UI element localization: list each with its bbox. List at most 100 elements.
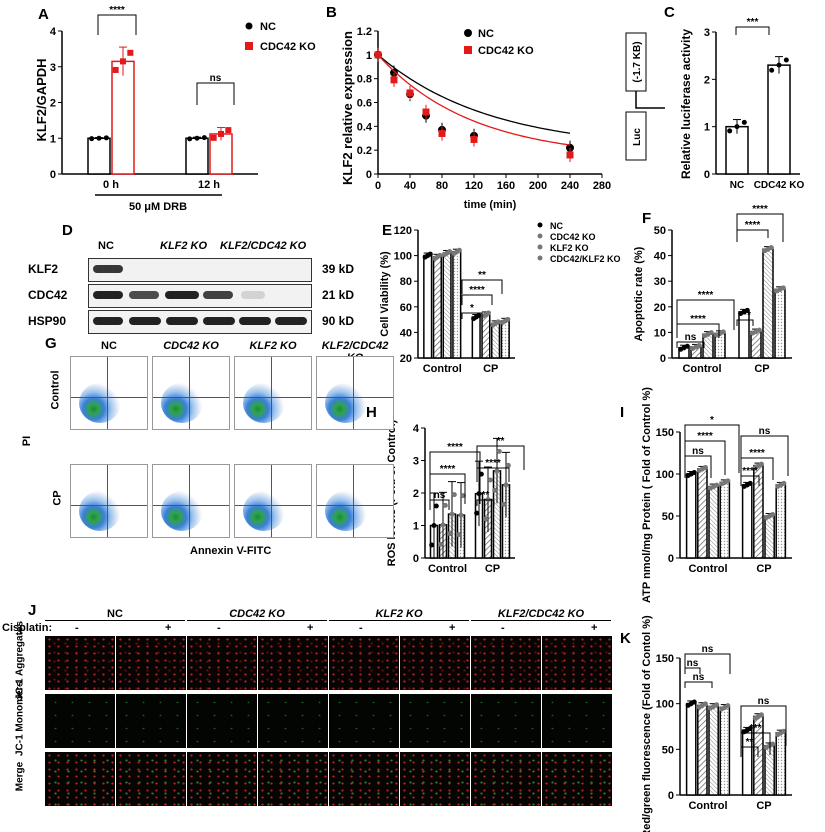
data-point bbox=[103, 135, 109, 141]
significance-label: **** bbox=[447, 442, 463, 453]
data-point bbox=[495, 319, 501, 325]
legend-marker bbox=[537, 222, 543, 228]
data-point bbox=[485, 310, 491, 316]
significance-label: **** bbox=[440, 464, 456, 475]
legend-marker-nc bbox=[245, 22, 253, 30]
jc1-image bbox=[45, 752, 115, 806]
y-tick-label: 3 bbox=[704, 27, 710, 39]
gate-vertical bbox=[353, 465, 354, 537]
data-point bbox=[747, 726, 753, 732]
significance-label: ** bbox=[497, 436, 505, 447]
data-point bbox=[225, 127, 232, 134]
y-tick-label: 0 bbox=[366, 169, 372, 181]
significance-bracket bbox=[676, 341, 705, 348]
legend-label-nc: NC bbox=[260, 21, 276, 33]
panel-label-c: C bbox=[664, 4, 675, 21]
data-point bbox=[476, 313, 482, 319]
y-tick-label: 10 bbox=[654, 327, 666, 339]
bar bbox=[452, 251, 462, 359]
cisplatin-sign: - bbox=[75, 622, 79, 634]
y-tick-label: 0 bbox=[660, 353, 666, 365]
panel-label-f: F bbox=[642, 210, 652, 227]
data-point bbox=[120, 58, 126, 65]
legend-marker bbox=[537, 233, 543, 239]
jc1-image bbox=[471, 752, 541, 806]
data-point bbox=[483, 516, 489, 522]
blot-klf2 bbox=[88, 258, 312, 282]
data-point bbox=[702, 701, 708, 707]
blot-label-cdc42: CDC42 bbox=[28, 288, 68, 302]
gate-horizontal bbox=[71, 505, 147, 506]
gate-vertical bbox=[271, 465, 272, 537]
panel-label-i: I bbox=[620, 404, 625, 421]
y-tick-label: 0 bbox=[668, 553, 674, 565]
significance-bracket bbox=[461, 279, 503, 294]
y-axis-label: Relative luciferase activity bbox=[679, 29, 693, 179]
cisplatin-sign: - bbox=[359, 622, 363, 634]
data-point bbox=[770, 741, 776, 747]
data-point bbox=[89, 136, 95, 142]
significance-label: ns bbox=[434, 490, 446, 501]
significance-bracket bbox=[735, 26, 770, 35]
data-point bbox=[781, 728, 787, 734]
x-tick-label: Control bbox=[428, 563, 467, 575]
significance-bracket bbox=[476, 445, 525, 470]
panel-label-h: H bbox=[366, 404, 377, 421]
blot-size-hsp90: 90 kD bbox=[322, 314, 355, 328]
bar bbox=[500, 320, 510, 359]
data-point bbox=[433, 503, 439, 509]
data-point bbox=[702, 464, 708, 470]
x-axis-label: time (min) bbox=[464, 199, 517, 211]
y-tick-label: 150 bbox=[656, 427, 674, 439]
x-tick-label: 200 bbox=[529, 180, 547, 192]
y-tick-label: 0.2 bbox=[357, 145, 372, 157]
data-point bbox=[451, 492, 457, 498]
significance-label: ** bbox=[746, 737, 754, 748]
x-tick-label: 280 bbox=[593, 180, 611, 192]
bar bbox=[762, 248, 774, 359]
data-point bbox=[406, 89, 414, 97]
jc1-image bbox=[258, 636, 328, 690]
data-point bbox=[431, 523, 437, 528]
legend-marker bbox=[537, 244, 543, 250]
y-tick-label: 0.8 bbox=[357, 74, 372, 86]
x-tick-label: 160 bbox=[497, 180, 515, 192]
panel-label-k: K bbox=[620, 630, 631, 647]
data-point bbox=[447, 531, 453, 537]
y-tick-label: 2 bbox=[50, 98, 56, 110]
data-point bbox=[734, 124, 740, 130]
jc1-image bbox=[187, 636, 257, 690]
facs-plot bbox=[234, 464, 312, 538]
significance-label: *** bbox=[747, 17, 759, 28]
data-point bbox=[470, 135, 478, 143]
significance-bracket bbox=[736, 213, 784, 242]
data-point bbox=[696, 342, 702, 348]
data-point bbox=[442, 502, 448, 508]
x-tick-label: 12 h bbox=[198, 179, 220, 191]
bar bbox=[685, 702, 697, 796]
gate-horizontal bbox=[71, 397, 147, 398]
significance-bracket bbox=[476, 499, 495, 506]
cell-population bbox=[243, 491, 285, 531]
data-point bbox=[501, 501, 507, 507]
data-point bbox=[783, 57, 789, 63]
significance-label: **** bbox=[745, 220, 761, 231]
bar bbox=[767, 64, 791, 175]
y-tick-label: 50 bbox=[654, 225, 666, 237]
significance-label: ** bbox=[478, 270, 486, 281]
significance-label: ns bbox=[693, 672, 705, 683]
significance-label: ns bbox=[692, 446, 704, 457]
data-point bbox=[456, 532, 462, 538]
data-point bbox=[112, 66, 119, 73]
data-point bbox=[374, 51, 382, 59]
x-tick-label: CP bbox=[756, 563, 771, 575]
significance-label: *** bbox=[739, 310, 751, 321]
blot-header-nc: NC bbox=[98, 240, 114, 252]
data-point bbox=[684, 343, 690, 349]
x-tick-label: CP bbox=[754, 363, 769, 375]
y-tick-label: 1 bbox=[50, 133, 56, 145]
data-point bbox=[769, 67, 775, 73]
y-tick-label: 0.6 bbox=[357, 98, 372, 110]
jc1-row-label: Merge bbox=[14, 761, 26, 792]
